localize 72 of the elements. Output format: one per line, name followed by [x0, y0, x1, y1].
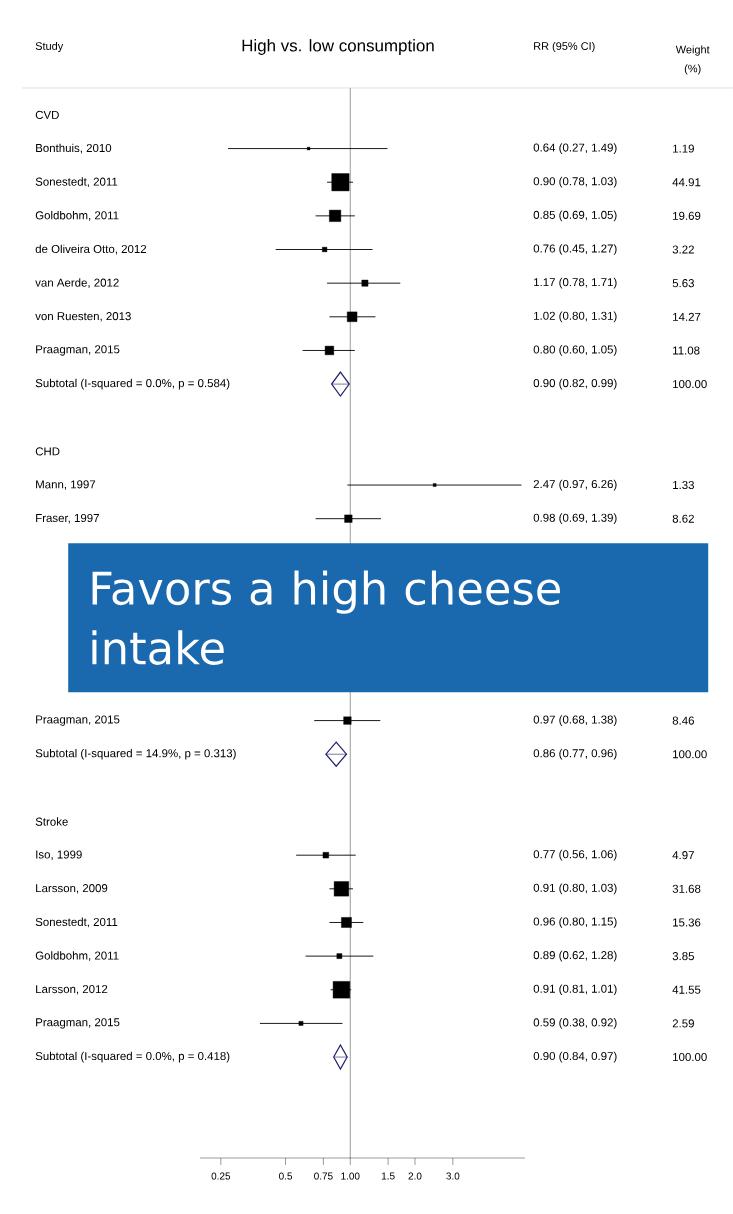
y-tick-label: Mann, 1997	[36, 480, 96, 490]
y-tick-label: van Aerde, 2012	[35, 278, 119, 289]
x-tick-label: 0.5	[278, 1172, 292, 1180]
text: 8.62	[672, 514, 694, 523]
y-tick-label: Sonestedt, 2011	[35, 177, 118, 188]
text: RR (95% CI)	[534, 41, 595, 53]
text: 1.19	[672, 144, 694, 153]
y-tick-label: CHD	[35, 447, 60, 456]
x-tick-label: 2.0	[408, 1172, 422, 1180]
y-tick-label: Goldbohm, 2011	[35, 210, 119, 221]
y-tick-label: Stroke	[35, 817, 68, 826]
y-tick-label: Praagman, 2015	[36, 715, 120, 726]
y-tick-label: Larsson, 2009	[36, 884, 108, 894]
y-tick-label: CVD	[35, 110, 59, 119]
text: 1.33	[672, 480, 694, 490]
y-tick-label: Bonthuis, 2010	[36, 143, 112, 154]
text: 5.63	[672, 279, 694, 288]
text: Study	[35, 41, 64, 53]
y-tick-label: Sonestedt, 2011	[35, 917, 118, 928]
text: 0.90 (0.84, 0.97)	[533, 1051, 617, 1063]
x-tick-label: 3.0	[446, 1172, 460, 1180]
y-tick-label: Praagman, 2015	[36, 345, 120, 356]
text: 4.97	[672, 851, 694, 860]
text: 100.00	[672, 380, 707, 389]
text: 41.55	[672, 985, 701, 994]
data-label: 0.90 (0.78, 1.03)	[533, 176, 617, 188]
text: 11.08	[672, 346, 700, 355]
x-tick-label: 1.5	[381, 1172, 395, 1180]
data-label: 0.91 (0.80, 1.03)	[533, 883, 617, 895]
text: 2.59	[672, 1019, 694, 1028]
text: 3.85	[672, 952, 694, 961]
data-label: 0.97 (0.68, 1.38)	[533, 715, 617, 726]
y-tick-label: Fraser, 1997	[36, 513, 99, 524]
text: 100.00	[672, 750, 707, 759]
annotation: Favors a high cheese intake	[92, 570, 560, 665]
data-label: 0.96 (0.80, 1.15)	[533, 917, 617, 928]
data-label: 0.64 (0.27, 1.49)	[533, 143, 617, 154]
data-label: 0.98 (0.69, 1.39)	[533, 513, 617, 525]
text: 15.36	[672, 918, 701, 927]
text: 8.46	[672, 716, 694, 725]
text: 14.27	[672, 312, 701, 321]
data-label: 0.85 (0.69, 1.05)	[533, 210, 617, 222]
y-tick-label: Subtotal (I-squared = 14.9%, p = 0.313)	[35, 748, 236, 760]
data-label: 0.80 (0.60, 1.05)	[533, 345, 617, 356]
chart-title: High vs. low consumption	[242, 39, 434, 55]
text: 19.69	[672, 211, 701, 220]
text: Weight (%)	[675, 45, 710, 75]
y-tick-label: Subtotal (I-squared = 0.0%, p = 0.584)	[35, 378, 230, 390]
text: 0.90 (0.82, 0.99)	[533, 378, 617, 390]
y-tick-label: von Ruesten, 2013	[35, 312, 131, 322]
data-label: 1.02 (0.80, 1.31)	[533, 311, 617, 323]
data-label: 0.59 (0.38, 0.92)	[533, 1018, 617, 1029]
text: 31.68	[672, 884, 701, 893]
y-tick-label: Iso, 1999	[36, 850, 82, 860]
x-tick-label: 0.75	[313, 1172, 333, 1180]
x-tick-label: 1.00	[341, 1172, 360, 1180]
y-tick-label: Subtotal (I-squared = 0.0%, p = 0.418)	[35, 1051, 230, 1063]
data-label: 0.76 (0.45, 1.27)	[533, 244, 617, 255]
y-tick-label: Larsson, 2012	[36, 985, 108, 995]
y-tick-label: Praagman, 2015	[36, 1018, 120, 1029]
data-label: 0.89 (0.62, 1.28)	[533, 950, 617, 962]
data-label: 0.77 (0.56, 1.06)	[533, 849, 617, 861]
text: 0.86 (0.77, 0.96)	[533, 748, 617, 760]
text: 3.22	[672, 245, 694, 254]
text: 100.00	[672, 1052, 707, 1062]
text: 44.91	[672, 178, 701, 187]
x-tick-label: 0.25	[211, 1172, 231, 1180]
y-tick-label: de Oliveira Otto, 2012	[35, 244, 146, 255]
data-label: 1.17 (0.78, 1.71)	[533, 277, 617, 289]
data-label: 0.91 (0.81, 1.01)	[533, 984, 617, 996]
data-label: 2.47 (0.97, 6.26)	[533, 479, 617, 491]
y-tick-label: Goldbohm, 2011	[35, 951, 119, 961]
